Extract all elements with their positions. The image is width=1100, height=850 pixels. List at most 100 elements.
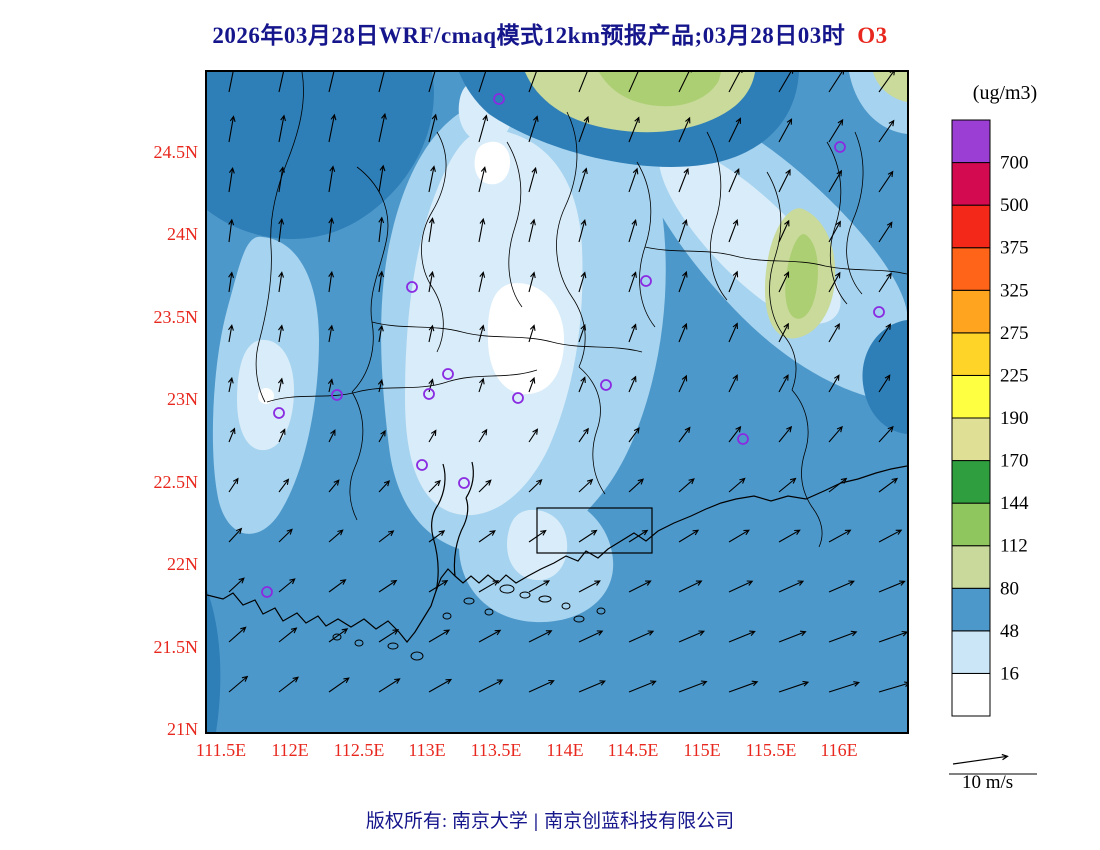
species-label: O3 [857,23,888,48]
wind-vector [628,580,652,593]
colorbar-tick-label: 144 [1000,493,1029,514]
colorbar-tick-label: 700 [1000,153,1029,174]
wind-vector [328,579,347,593]
wind-vector [878,477,899,493]
wind-vector [728,322,738,343]
wind-vector [578,580,601,593]
wind-vector [678,322,688,343]
station-marker [512,392,524,404]
wind-vector [478,629,502,643]
admin-boundary-line [351,166,389,393]
admin-boundary-line [826,141,848,305]
wind-vector [778,72,794,93]
wind-vector [278,428,286,443]
colorbar-segment [951,332,991,376]
wind-vector [528,580,551,593]
contour-region-white-left-dot [258,388,274,404]
wind-vector [378,678,401,693]
contour-region-white-upper-small [474,141,511,185]
island [596,607,606,615]
wind-vector [728,580,754,593]
wind-vector [228,626,247,643]
wind-vector [278,72,284,93]
wind-vector [578,115,590,143]
wind-vector [628,219,638,243]
wind-vector [278,676,299,693]
island [354,639,364,647]
wind-vector [428,429,437,443]
contour-map [207,72,907,732]
wind-vector [528,72,537,93]
wind-vector [628,323,637,343]
wind-vector [328,529,344,543]
wind-vector [478,271,486,293]
wind-vector [828,580,855,593]
y-tick-label: 21.5N [153,637,199,657]
station-marker [873,306,885,318]
wind-vector [478,72,487,93]
wind-vector [728,529,750,543]
station-marker [406,281,418,293]
wind-vector [478,377,485,393]
wind-vector [878,72,895,93]
wind-vector [678,167,689,193]
wind-vector [378,629,400,643]
wind-vector [728,374,738,393]
station-marker [442,368,454,380]
wind-vector [878,681,907,693]
wind-vector [378,480,391,493]
x-tick-label: 113.5E [470,740,522,760]
wind-vector [728,425,742,443]
wind-vector [828,630,858,643]
wind-vector [628,116,640,143]
wind-vector [328,324,334,343]
x-tick-label: 114.5E [607,740,659,760]
wind-vector [828,323,840,343]
colorbar-tick-label: 48 [1000,621,1019,642]
admin-boundary-line [706,131,728,301]
wind-vector [678,374,688,393]
wind-vector [528,166,538,193]
contour-region-green-right-core [785,234,818,319]
coastline [453,497,469,577]
colorbar-segment [951,247,991,291]
coastline [431,504,439,592]
admin-boundary-line [578,366,606,495]
station-marker [331,389,343,401]
admin-boundary-line [255,72,304,403]
wind-vector [778,630,807,643]
admin-boundary-line [266,369,538,403]
wind-vector [378,72,385,93]
wind-vector [328,72,335,93]
wind-vector [878,425,894,443]
colorbar-tick-label: 112 [1000,536,1028,557]
wind-vector [678,72,692,93]
wind-vector [478,428,488,443]
wind-vector [278,166,286,193]
wind-vector [528,115,539,143]
wind-vector [778,271,790,293]
colorbar-tick-label: 500 [1000,195,1029,216]
admin-boundary-line [791,389,823,548]
wind-vector [728,219,739,243]
wind-vector [778,219,790,243]
wind-vector [578,72,588,93]
station-marker [493,93,505,105]
wind-vector [578,529,598,543]
wind-vector [428,580,449,593]
wind-vector [828,374,840,393]
wind-vector [578,478,594,493]
wind-vector [728,72,743,93]
wind-vector [428,165,436,193]
wind-vector [428,270,435,293]
colorbar-tick-label: 16 [1000,663,1019,684]
wind-vector [728,680,759,693]
wind-vector [428,113,438,143]
wind-vector [528,479,543,493]
wind-vector [878,374,891,393]
admin-boundary-line [506,141,523,308]
wind-vector [778,477,797,493]
x-tick-label: 115E [683,740,721,760]
colorbar-segment [951,587,991,632]
wind-vector [628,630,655,643]
